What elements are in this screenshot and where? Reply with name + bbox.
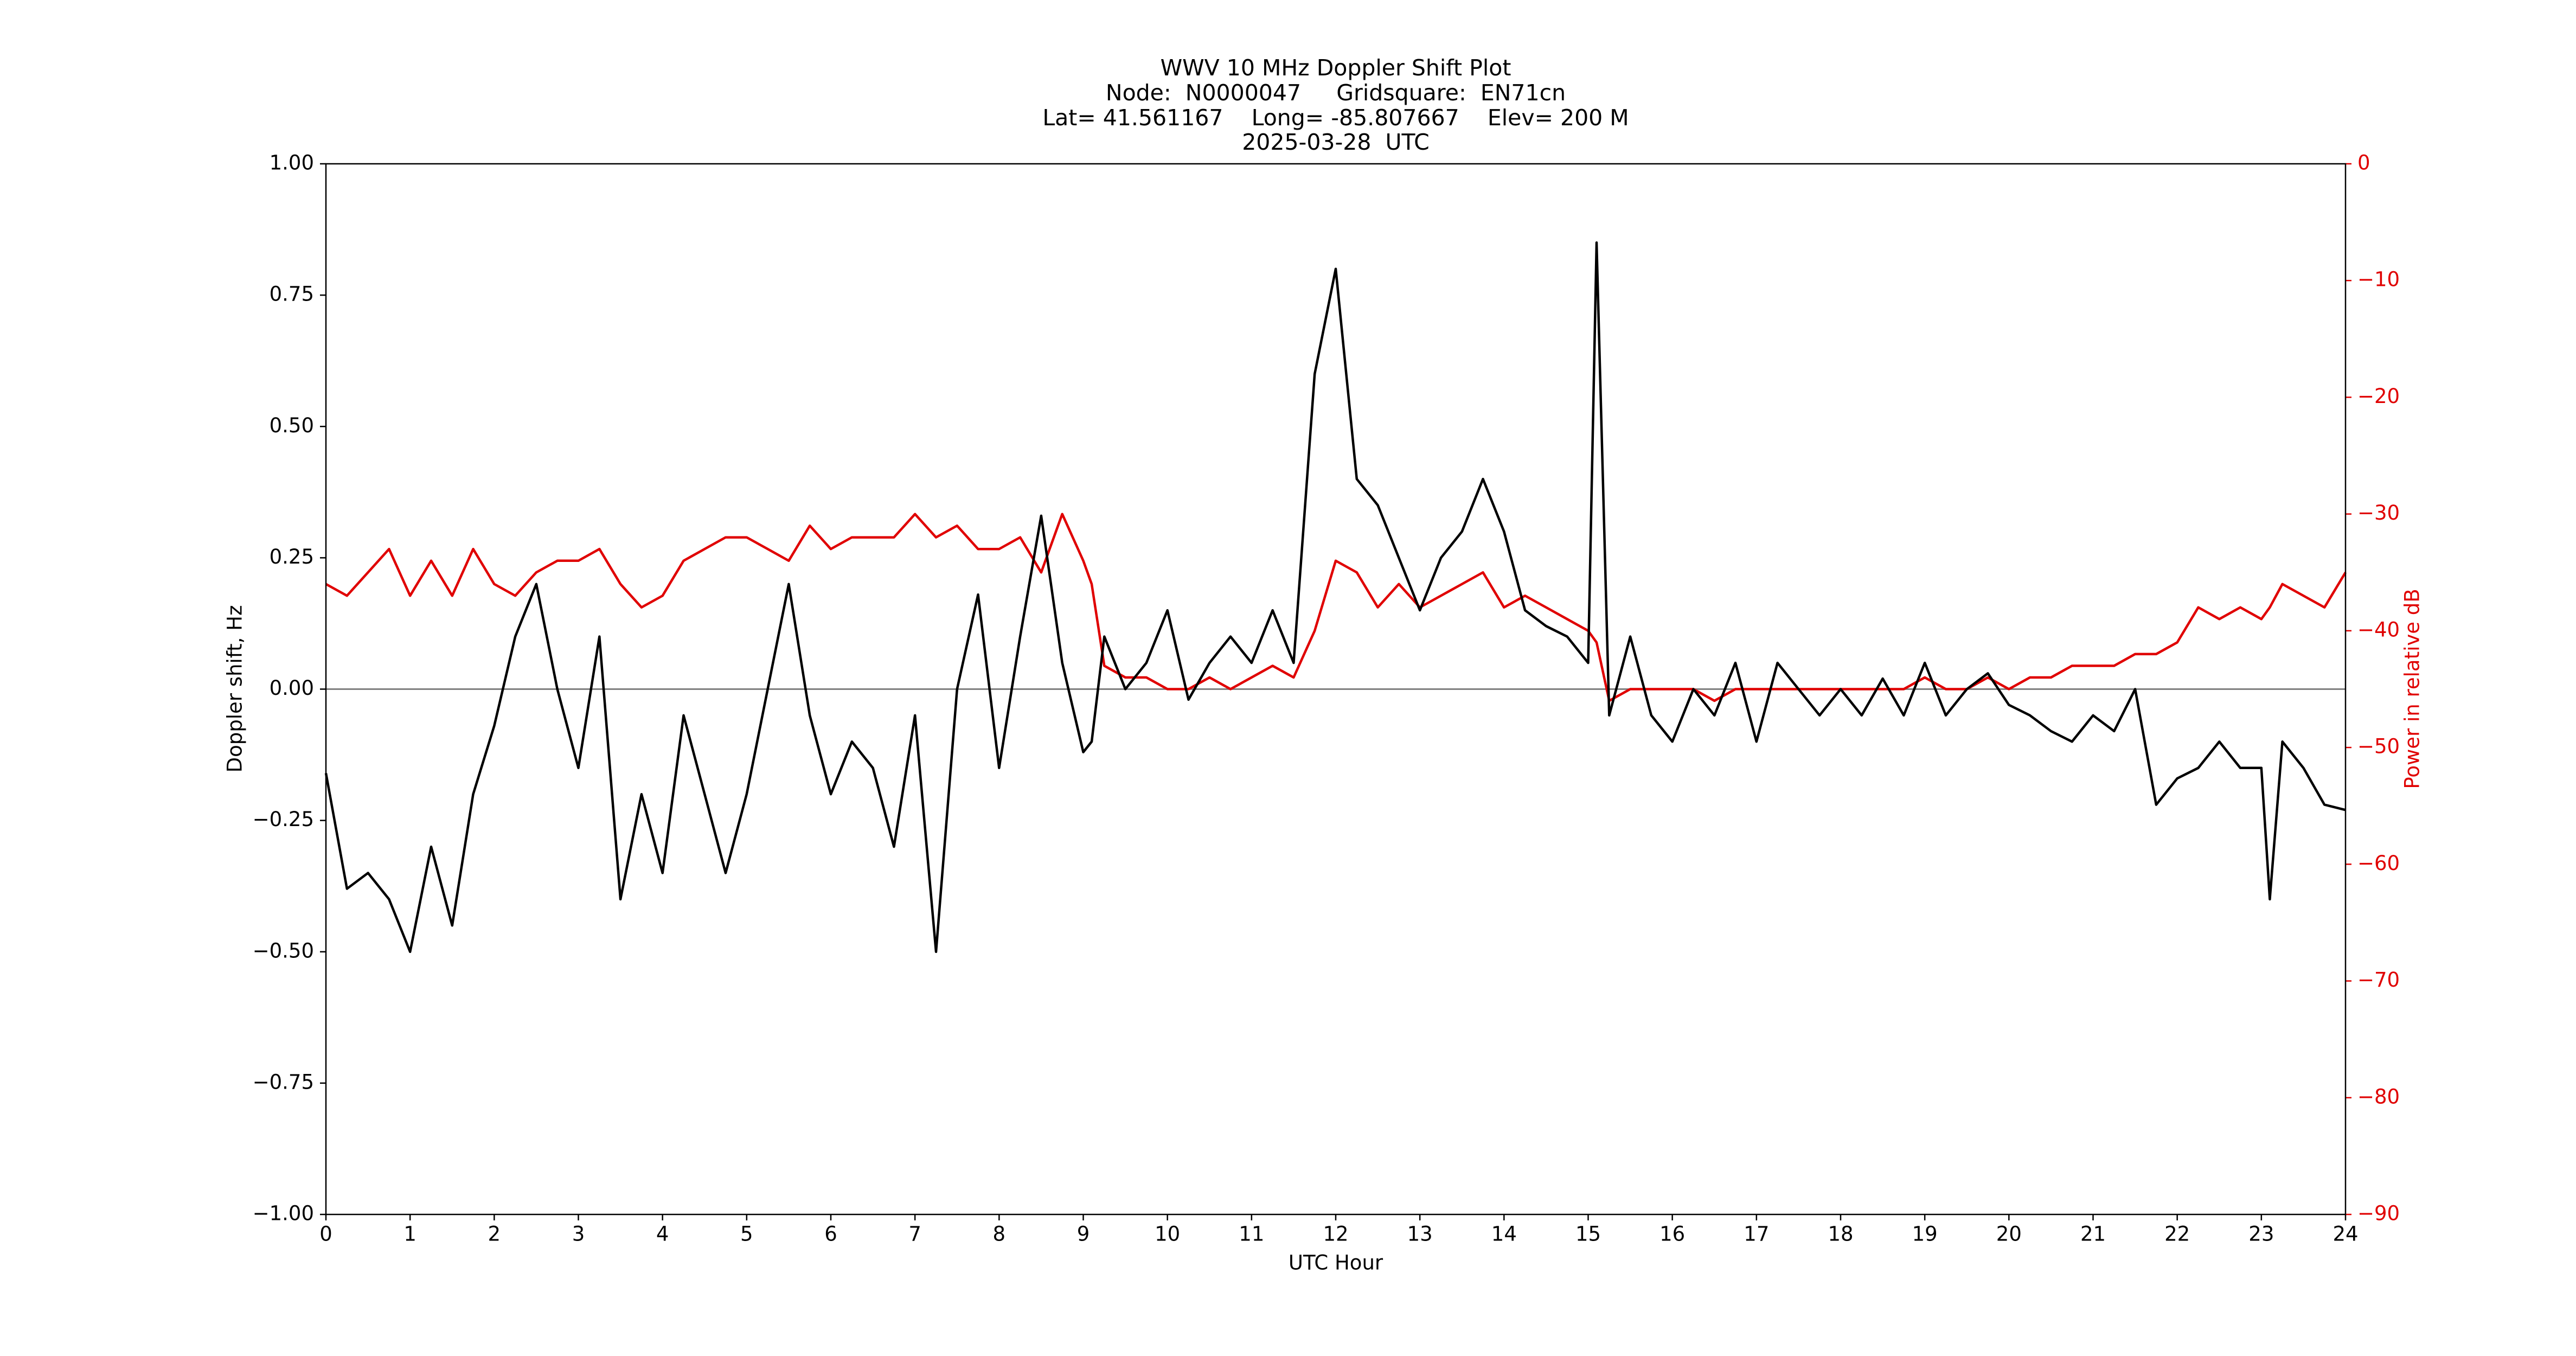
y2-tick-label: −60: [2357, 852, 2400, 875]
y-tick-label: −1.00: [253, 1202, 314, 1225]
x-tick-label: 7: [908, 1223, 921, 1246]
x-tick-label: 22: [2164, 1223, 2190, 1246]
y-tick-label: 0.00: [270, 676, 314, 700]
y-tick-label: 0.75: [270, 283, 314, 306]
x-tick-label: 14: [1491, 1223, 1517, 1246]
y-tick-label: −0.25: [253, 808, 314, 831]
x-tick-label: 24: [2333, 1223, 2358, 1246]
y-tick-label: −0.50: [253, 939, 314, 962]
y2-tick-label: −10: [2357, 268, 2400, 291]
x-tick-label: 21: [2080, 1223, 2106, 1246]
x-tick-label: 9: [1077, 1223, 1090, 1246]
x-tick-label: 4: [656, 1223, 669, 1246]
x-tick-label: 18: [1828, 1223, 1853, 1246]
y2-tick-label: −50: [2357, 735, 2400, 758]
x-tick-label: 23: [2248, 1223, 2274, 1246]
y2-axis-label: Power in relative dB: [2401, 589, 2424, 789]
chart-subtitle: Node: N0000047 Gridsquare: EN71cn: [1106, 80, 1566, 106]
y-tick-label: 0.25: [270, 545, 314, 568]
x-tick-label: 15: [1575, 1223, 1601, 1246]
x-tick-label: 10: [1155, 1223, 1180, 1246]
y2-tick-label: −70: [2357, 968, 2400, 992]
y-axis-label: Doppler shift, Hz: [223, 605, 247, 773]
y2-tick-label: −40: [2357, 618, 2400, 641]
x-tick-label: 3: [572, 1223, 585, 1246]
x-tick-label: 17: [1744, 1223, 1769, 1246]
y2-tick-label: −90: [2357, 1202, 2400, 1225]
x-axis-label: UTC Hour: [1289, 1251, 1383, 1275]
data-line: [325, 513, 2347, 702]
x-tick-label: 1: [403, 1223, 416, 1246]
x-tick-label: 11: [1239, 1223, 1264, 1246]
chart-subtitle: 2025-03-28 UTC: [1242, 129, 1430, 155]
x-tick-label: 16: [1659, 1223, 1685, 1246]
y2-tick-label: 0: [2357, 151, 2370, 175]
x-tick-label: 8: [993, 1223, 1006, 1246]
y-tick-label: 0.50: [270, 414, 314, 437]
x-tick-label: 13: [1407, 1223, 1433, 1246]
data-line: [324, 241, 2346, 954]
x-tick-label: 19: [1912, 1223, 1938, 1246]
plot-frame: [325, 163, 2347, 1216]
x-tick-label: 12: [1323, 1223, 1348, 1246]
x-tick-label: 20: [1996, 1223, 2022, 1246]
chart-subtitle: Lat= 41.561167 Long= -85.807667 Elev= 20…: [1042, 105, 1629, 131]
x-tick-label: 5: [740, 1223, 753, 1246]
x-tick-label: 0: [319, 1223, 332, 1246]
x-tick-label: 6: [824, 1223, 837, 1246]
y-tick-label: 1.00: [270, 151, 314, 175]
x-tick-label: 2: [488, 1223, 501, 1246]
y-tick-label: −0.75: [253, 1070, 314, 1093]
y2-tick-label: −30: [2357, 501, 2400, 525]
y2-tick-label: −80: [2357, 1085, 2400, 1108]
y2-tick-label: −20: [2357, 385, 2400, 408]
chart-title: WWV 10 MHz Doppler Shift Plot: [1161, 55, 1511, 81]
